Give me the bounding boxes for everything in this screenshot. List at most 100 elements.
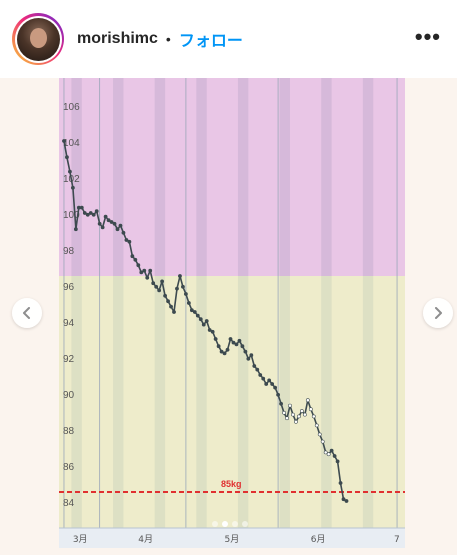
weight-point [112,221,117,226]
weight-point [184,292,188,296]
weight-point [267,378,272,383]
chevron-left-icon [23,307,30,319]
weight-point [264,382,269,386]
weight-point [186,301,191,305]
y-tick-label: 96 [63,282,75,293]
weight-point [338,481,343,485]
weight-point [240,344,245,349]
story-ring[interactable] [12,13,64,65]
separator-dot: • [165,31,171,47]
weight-point [270,382,275,386]
weight-point [237,338,242,343]
weight-point [195,313,200,318]
carousel-dot [222,521,228,527]
weight-point [82,211,87,215]
weight-point [297,414,301,419]
follow-button[interactable]: フォロー [178,33,243,50]
week-stripe [362,276,374,528]
week-stripe [113,78,124,276]
weight-point [291,412,295,417]
weight-point [157,288,162,293]
weight-point [276,392,280,397]
weight-point [228,337,233,341]
weight-point [154,284,159,289]
weight-point [258,373,263,377]
y-tick-label: 104 [63,138,80,149]
x-tick-label: 7 [394,535,400,545]
weight-point [166,299,170,304]
weight-point [68,169,72,174]
weight-point [231,340,236,345]
previous-slide-button[interactable] [12,298,42,328]
weight-point [106,218,111,223]
weight-point [121,230,126,235]
weight-point [243,349,248,354]
weight-point [148,268,153,273]
x-axis-strip [59,528,405,548]
weight-point [204,319,209,323]
avatar[interactable] [16,17,60,61]
weight-point [225,347,230,352]
weight-point [326,452,331,457]
weight-point [118,223,123,228]
target-label: 85kg [221,479,242,489]
weight-point [79,205,84,210]
more-options-icon[interactable]: ••• [414,24,441,49]
week-stripe [113,276,124,528]
post-media: 84 86 88 90 92 94 96 98 100 102 104 106 85kg 3月 4月 5月 6月… [0,78,457,555]
weight-point [261,376,266,381]
weight-point [216,344,221,349]
weight-point [115,227,120,232]
next-slide-button[interactable] [423,298,453,328]
y-tick-label: 98 [63,246,75,257]
weight-point [127,239,132,244]
y-tick-label: 100 [63,210,80,221]
weight-point [246,356,251,361]
weight-point [305,398,310,403]
weight-point [192,310,197,314]
weight-point [88,211,93,215]
x-tick-label: 5月 [225,534,240,545]
weight-point [142,268,147,273]
x-tick-label: 4月 [138,534,153,545]
chevron-right-icon [435,307,442,319]
weight-point [94,209,99,214]
weight-point [294,419,298,424]
avatar-frame [14,15,62,63]
weight-point [273,385,278,390]
carousel-dot [212,521,218,527]
weight-point [213,337,218,341]
week-stripe [321,276,332,528]
weight-point [207,328,212,332]
carousel-indicator [212,521,248,527]
weight-point [332,454,337,458]
weight-point [234,342,239,347]
weight-point [198,317,203,322]
weight-point [201,322,206,327]
weight-point [103,214,108,219]
week-stripe [279,78,290,276]
weight-point [299,409,304,413]
username-link[interactable]: morishimc [77,30,158,47]
carousel-dot [232,521,238,527]
weight-point [317,432,322,437]
weight-point [130,254,135,259]
y-tick-label: 92 [63,354,75,365]
weight-point [320,439,325,444]
weight-point [335,459,340,464]
zone-band-pink [59,78,405,276]
weight-point [65,155,69,160]
weight-point [151,281,156,286]
weight-point [189,308,194,313]
weight-point [163,293,167,298]
weight-point [91,212,96,217]
y-tick-label: 106 [63,102,80,113]
week-stripe [71,276,82,528]
weight-point [97,221,102,226]
weight-point [282,410,286,415]
weight-point [181,284,185,289]
weight-point [279,401,283,406]
weight-point [139,270,144,275]
weight-point [255,367,260,372]
